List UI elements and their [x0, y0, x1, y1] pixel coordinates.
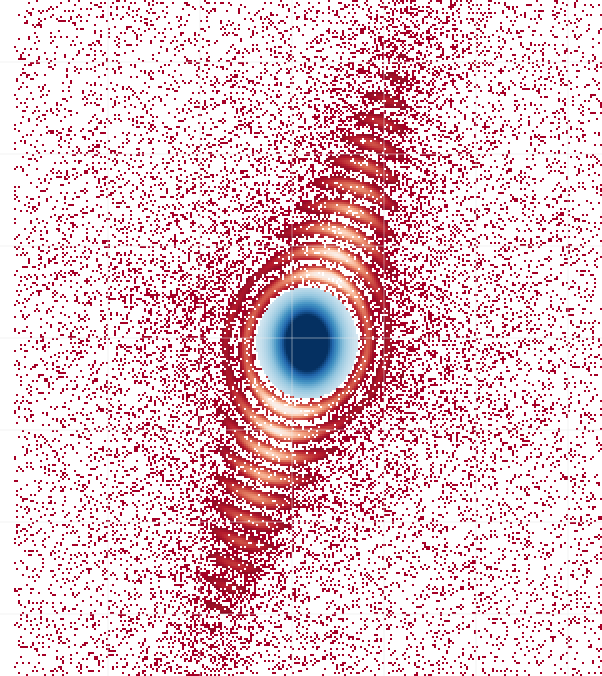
diffraction-pattern-image	[0, 0, 602, 676]
image-viewer	[0, 0, 602, 676]
